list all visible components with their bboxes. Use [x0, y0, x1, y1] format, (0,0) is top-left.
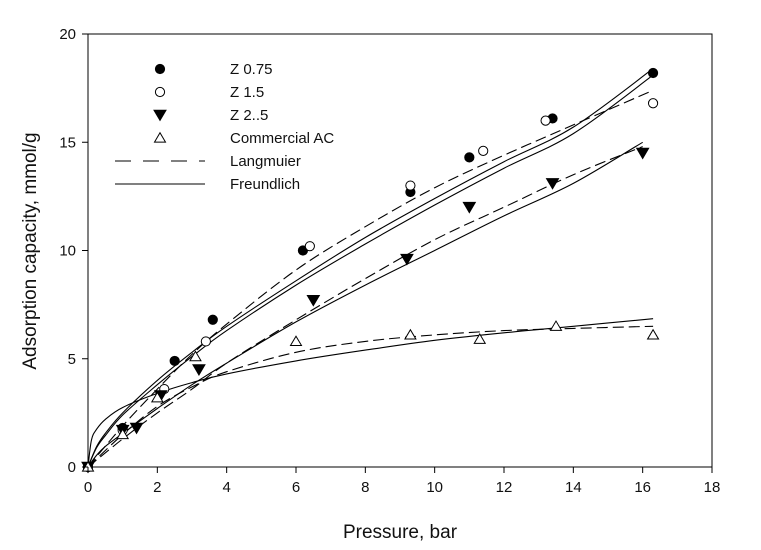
z-0-75-point: [464, 152, 475, 163]
x-tick-label: 4: [222, 479, 230, 496]
legend-entry: Z 1.5: [154, 84, 264, 101]
x-tick-label: 14: [565, 479, 582, 496]
freundlich-fit-curve-3: [87, 141, 643, 468]
commercial-ac-point: [116, 428, 130, 440]
data-markers: [81, 67, 660, 474]
langmuier-fit-curve-2: [87, 146, 643, 468]
x-tick-label: 12: [496, 479, 513, 496]
y-axis-title: Adsorption capacity, mmol/g: [20, 132, 41, 369]
y-tick-label: 20: [59, 26, 76, 43]
z-1-5-point: [647, 98, 659, 109]
freundlich-fit-curve-2: [87, 74, 654, 468]
z-0-75-point: [207, 314, 218, 325]
legend-label: Z 0.75: [230, 61, 273, 78]
commercial-ac-point: [646, 328, 660, 340]
x-tick-label: 0: [84, 479, 92, 496]
z-1-5-point: [304, 241, 315, 252]
y-tick-label: 15: [59, 134, 76, 151]
legend-label: Commercial AC: [230, 130, 334, 147]
z-2-5-point: [400, 253, 414, 266]
commercial-ac-point: [289, 335, 303, 347]
x-axis-title: Pressure, bar: [343, 522, 458, 543]
z-1-5-point: [200, 336, 211, 347]
legend-entry: Langmuier: [115, 153, 301, 170]
z-0-75-point: [647, 67, 659, 79]
z-1-5-point: [478, 145, 489, 157]
fit-curves: [87, 68, 654, 468]
axes: 0 2 4 6 8 10 12 14 16 18 0 5 10 15 20: [59, 26, 720, 496]
x-tick-label: 10: [426, 479, 443, 496]
commercial-ac-point: [473, 333, 487, 344]
legend-label: Z 2..5: [230, 107, 268, 124]
legend-marker: [154, 86, 166, 98]
x-tick-label: 2: [153, 479, 161, 496]
y-tick-label: 10: [59, 243, 76, 260]
legend-entry: Commercial AC: [153, 130, 334, 147]
x-tick-label: 18: [704, 479, 721, 496]
z-1-5-point: [405, 180, 416, 191]
x-tick-label: 8: [361, 479, 369, 496]
legend-label: Langmuier: [230, 153, 301, 170]
commercial-ac-point: [549, 320, 563, 331]
z-2-5-point: [192, 364, 206, 376]
legend-entry: Freundlich: [115, 176, 300, 193]
z-1-5-point: [540, 115, 551, 126]
commercial-ac-point: [404, 328, 417, 340]
z-0-75-point: [169, 355, 180, 367]
z-2-5-point: [306, 294, 321, 307]
x-tick-label: 16: [634, 479, 651, 496]
x-tick-label: 6: [292, 479, 300, 496]
legend-entry: Z 0.75: [154, 61, 273, 78]
plot-border: [87, 33, 713, 468]
legend-label: Freundlich: [230, 176, 300, 193]
z-2-5-point: [129, 422, 144, 435]
commercial-ac-point: [150, 391, 164, 403]
z-2-5-point: [635, 147, 650, 160]
freundlich-fit-curve-1: [87, 68, 654, 468]
freundlich-fit-curve-4: [87, 318, 654, 468]
z-2-5-point: [545, 178, 560, 190]
legend-marker: [153, 131, 167, 143]
z-2-5-point: [462, 201, 477, 214]
plot-area: [87, 33, 713, 468]
y-tick-label: 5: [68, 351, 76, 368]
legend-label: Z 1.5: [230, 84, 264, 101]
langmuier-fit-curve-3: [87, 325, 654, 468]
legend-marker: [153, 109, 167, 122]
langmuier-fit-curve-1: [87, 89, 654, 468]
legend: Z 0.75 Z 1.5 Z 2..5 Commercial AC Langmuier F…: [115, 61, 334, 193]
legend-marker: [154, 63, 166, 75]
legend-entry: Z 2..5: [153, 107, 268, 124]
commercial-ac-point: [189, 350, 202, 362]
y-tick-label: 0: [68, 459, 76, 476]
